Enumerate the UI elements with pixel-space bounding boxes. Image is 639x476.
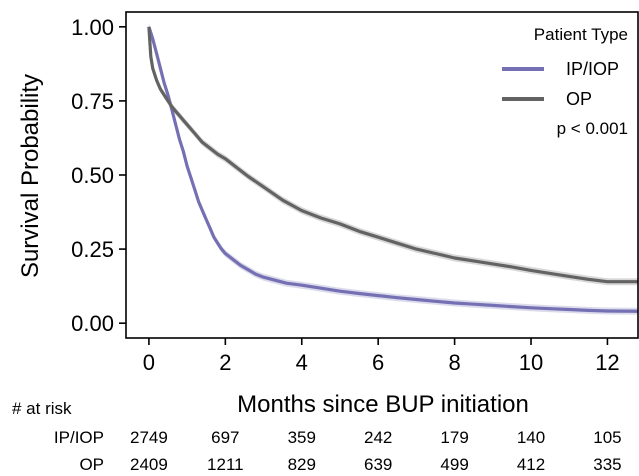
risk-count: 2409 <box>130 455 168 474</box>
risk-count: 697 <box>211 428 239 447</box>
x-tick-label: 2 <box>219 350 231 375</box>
legend: Patient Type IP/IOP OP <box>502 25 628 109</box>
risk-count: 179 <box>440 428 468 447</box>
risk-table-header: # at risk <box>12 399 72 418</box>
risk-count: 829 <box>288 455 316 474</box>
legend-label-ip-iop: IP/IOP <box>566 59 619 79</box>
risk-count: 1211 <box>207 455 244 474</box>
x-tick-label: 12 <box>595 350 619 375</box>
y-tick-label: 0.50 <box>71 163 114 188</box>
risk-count: 140 <box>517 428 545 447</box>
survival-curves <box>147 26 639 313</box>
legend-label-op: OP <box>566 89 592 109</box>
y-axis: 0.00 0.25 0.50 0.75 1.00 <box>71 15 126 336</box>
risk-count: 2749 <box>130 428 168 447</box>
x-tick-label: 8 <box>448 350 460 375</box>
plot-frame <box>125 11 639 339</box>
confidence-band-op <box>148 23 638 286</box>
y-axis-title: Survival Probability <box>17 74 44 278</box>
confidence-band-ip-iop <box>148 23 638 315</box>
x-axis: 0 2 4 6 8 10 12 <box>143 338 620 375</box>
risk-count: 359 <box>288 428 316 447</box>
confidence-bands <box>148 23 638 315</box>
x-tick-label: 6 <box>372 350 384 375</box>
legend-title: Patient Type <box>534 25 628 44</box>
x-tick-label: 10 <box>519 350 543 375</box>
survival-curve-op <box>147 26 638 284</box>
risk-count: 335 <box>593 455 621 474</box>
risk-table: # at risk IP/IOP OP 2749 697 359 242 179 140 1… <box>12 399 622 474</box>
risk-row-label-op: OP <box>79 455 104 474</box>
risk-count: 499 <box>440 455 468 474</box>
y-tick-label: 0.25 <box>71 237 114 262</box>
y-tick-label: 0.75 <box>71 89 114 114</box>
risk-count: 242 <box>364 428 392 447</box>
y-tick-label: 0.00 <box>71 311 114 336</box>
risk-row-label-ip-iop: IP/IOP <box>54 428 104 447</box>
y-tick-label: 1.00 <box>71 15 114 40</box>
x-axis-title: Months since BUP initiation <box>237 391 529 418</box>
risk-count: 105 <box>593 428 621 447</box>
x-tick-label: 0 <box>143 350 155 375</box>
risk-count: 412 <box>517 455 545 474</box>
survival-curve-ip-iop <box>147 26 639 313</box>
p-value-annotation: p < 0.001 <box>557 119 628 138</box>
x-tick-label: 4 <box>296 350 308 375</box>
risk-count: 639 <box>364 455 392 474</box>
